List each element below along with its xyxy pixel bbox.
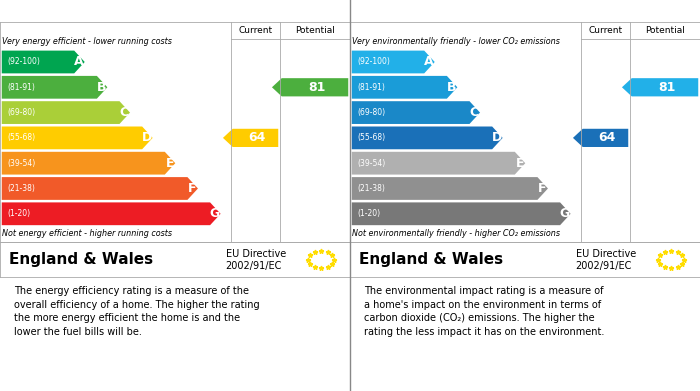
Text: 64: 64 [598,131,616,144]
Text: Not environmentally friendly - higher CO₂ emissions: Not environmentally friendly - higher CO… [351,229,560,238]
Polygon shape [272,78,349,97]
Text: (55-68): (55-68) [357,133,385,142]
Text: England & Wales: England & Wales [8,252,153,267]
Text: C: C [470,106,479,119]
Text: (1-20): (1-20) [7,209,30,218]
Text: Energy Efficiency Rating: Energy Efficiency Rating [8,5,181,18]
Text: Current: Current [239,26,272,35]
Text: Potential: Potential [645,26,685,35]
Text: (69-80): (69-80) [357,108,385,117]
Polygon shape [223,129,279,147]
Polygon shape [351,76,457,99]
Text: Potential: Potential [295,26,335,35]
Text: F: F [538,182,547,195]
Text: A: A [74,56,84,68]
Text: Very environmentally friendly - lower CO₂ emissions: Very environmentally friendly - lower CO… [351,37,559,46]
Polygon shape [1,50,85,74]
Text: The energy efficiency rating is a measure of the
overall efficiency of a home. T: The energy efficiency rating is a measur… [14,286,260,337]
Polygon shape [1,127,153,149]
Text: 2002/91/EC: 2002/91/EC [225,262,282,271]
Text: F: F [188,182,197,195]
Text: (1-20): (1-20) [357,209,380,218]
Text: 2002/91/EC: 2002/91/EC [575,262,632,271]
Text: EU Directive: EU Directive [225,249,286,259]
Text: England & Wales: England & Wales [358,252,503,267]
Polygon shape [1,101,130,124]
Text: 81: 81 [658,81,676,94]
Polygon shape [1,177,198,200]
Text: (69-80): (69-80) [7,108,35,117]
Text: B: B [447,81,456,94]
Polygon shape [622,78,699,97]
Text: 64: 64 [248,131,266,144]
Polygon shape [1,76,107,99]
Text: (21-38): (21-38) [7,184,35,193]
Text: (92-100): (92-100) [357,57,390,66]
Text: Environmental Impact (CO₂) Rating: Environmental Impact (CO₂) Rating [358,5,605,18]
Text: Very energy efficient - lower running costs: Very energy efficient - lower running co… [1,37,172,46]
Text: (81-91): (81-91) [357,83,385,92]
Text: (55-68): (55-68) [7,133,35,142]
Text: E: E [515,157,524,170]
Text: The environmental impact rating is a measure of
a home's impact on the environme: The environmental impact rating is a mea… [364,286,604,337]
Polygon shape [1,203,220,225]
Polygon shape [351,152,525,174]
Text: G: G [210,207,220,220]
Text: D: D [142,131,152,144]
Text: (92-100): (92-100) [7,57,40,66]
Text: G: G [560,207,570,220]
Text: (39-54): (39-54) [7,159,35,168]
Text: (81-91): (81-91) [7,83,35,92]
Polygon shape [1,152,175,174]
Polygon shape [573,129,629,147]
Text: EU Directive: EU Directive [575,249,636,259]
Polygon shape [351,50,435,74]
Text: D: D [492,131,502,144]
Text: (21-38): (21-38) [357,184,385,193]
Text: Current: Current [589,26,622,35]
Text: B: B [97,81,106,94]
Text: Not energy efficient - higher running costs: Not energy efficient - higher running co… [1,229,172,238]
Text: A: A [424,56,434,68]
Polygon shape [351,101,480,124]
Text: 81: 81 [308,81,326,94]
Polygon shape [351,203,570,225]
Text: (39-54): (39-54) [357,159,385,168]
Text: E: E [165,157,174,170]
Polygon shape [351,177,548,200]
Polygon shape [351,127,503,149]
Text: C: C [120,106,129,119]
